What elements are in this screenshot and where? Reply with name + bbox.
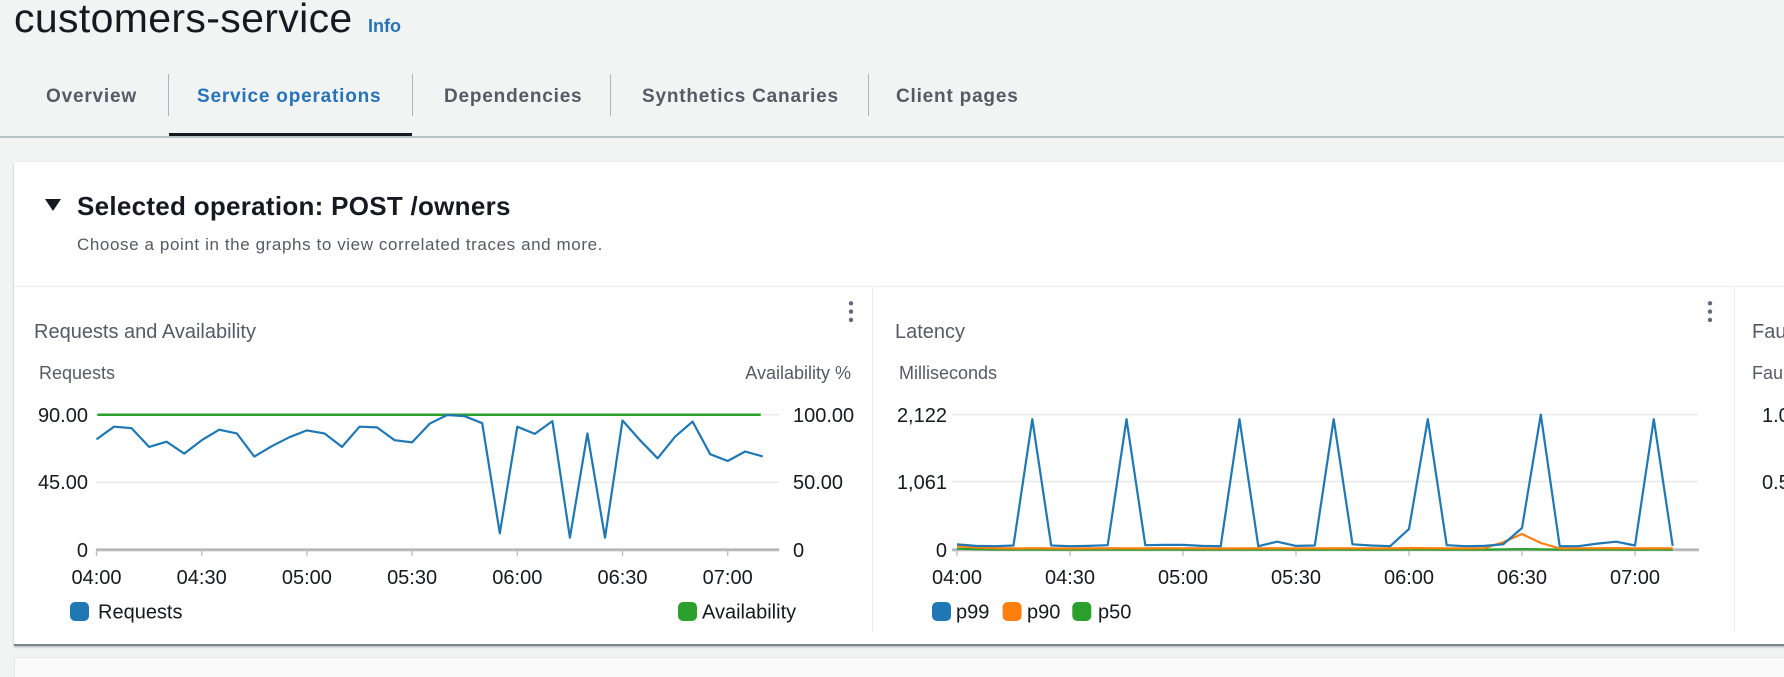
svg-text:1,061: 1,061 (897, 472, 947, 494)
svg-text:Milliseconds: Milliseconds (899, 363, 997, 383)
svg-text:04:00: 04:00 (932, 567, 982, 589)
svg-text:Latency: Latency (895, 321, 965, 343)
svg-text:50.00: 50.00 (793, 472, 843, 494)
svg-text:Fault rate: Fault rate (1752, 363, 1784, 383)
svg-text:90.00: 90.00 (38, 405, 88, 427)
svg-text:p50: p50 (1098, 602, 1131, 624)
svg-text:07:00: 07:00 (703, 567, 753, 589)
svg-text:Faults: Faults (1752, 321, 1784, 343)
svg-text:Availability %: Availability % (745, 363, 851, 383)
svg-text:06:00: 06:00 (492, 567, 542, 589)
svg-text:06:30: 06:30 (597, 567, 647, 589)
svg-text:45.00: 45.00 (38, 472, 88, 494)
svg-text:04:00: 04:00 (71, 567, 121, 589)
svg-text:05:30: 05:30 (1271, 567, 1321, 589)
svg-text:p99: p99 (956, 602, 989, 624)
svg-text:Requests: Requests (39, 363, 115, 383)
svg-text:p90: p90 (1027, 602, 1060, 624)
svg-text:Requests and Availability: Requests and Availability (34, 321, 256, 343)
svg-text:05:00: 05:00 (282, 567, 332, 589)
svg-text:0: 0 (936, 540, 947, 562)
svg-text:05:30: 05:30 (387, 567, 437, 589)
svg-text:05:00: 05:00 (1158, 567, 1208, 589)
svg-text:Availability: Availability (702, 602, 796, 624)
svg-text:07:00: 07:00 (1610, 567, 1660, 589)
svg-text:Requests: Requests (98, 602, 183, 624)
svg-text:06:00: 06:00 (1384, 567, 1434, 589)
svg-text:04:30: 04:30 (177, 567, 227, 589)
svg-text:0: 0 (77, 540, 88, 562)
svg-text:06:30: 06:30 (1497, 567, 1547, 589)
svg-text:1.00: 1.00 (1762, 405, 1784, 427)
svg-text:0: 0 (793, 540, 804, 562)
svg-text:100.00: 100.00 (793, 405, 854, 427)
svg-text:2,122: 2,122 (897, 405, 947, 427)
svg-text:04:30: 04:30 (1045, 567, 1095, 589)
svg-text:0.50: 0.50 (1762, 472, 1784, 494)
